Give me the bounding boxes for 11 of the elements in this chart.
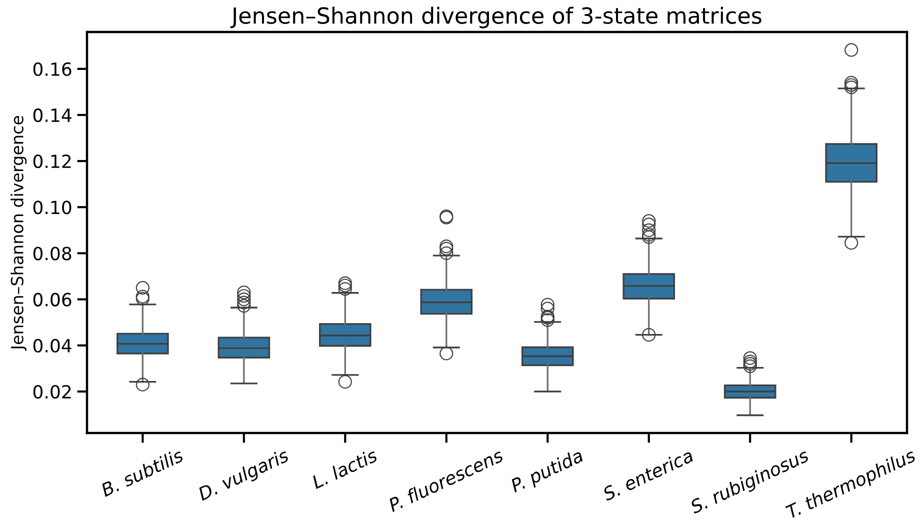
- chart-title: Jensen–Shannon divergence of 3-state matrices: [230, 6, 762, 28]
- y-axis-title: Jensen–Shannon divergence: [10, 116, 27, 351]
- y-tick-label: 0.12: [33, 154, 71, 168]
- y-tick-label: 0.08: [33, 246, 72, 260]
- y-tick-label: 0.14: [33, 108, 72, 122]
- x-tick-label: L. lactis: [310, 448, 378, 490]
- y-tick-label: 0.16: [33, 62, 72, 76]
- y-tick-label: 0.04: [33, 338, 72, 353]
- y-tick-label: 0.02: [33, 384, 71, 399]
- y-tick-label: 0.10: [33, 200, 72, 214]
- y-tick-label: 0.06: [33, 292, 72, 306]
